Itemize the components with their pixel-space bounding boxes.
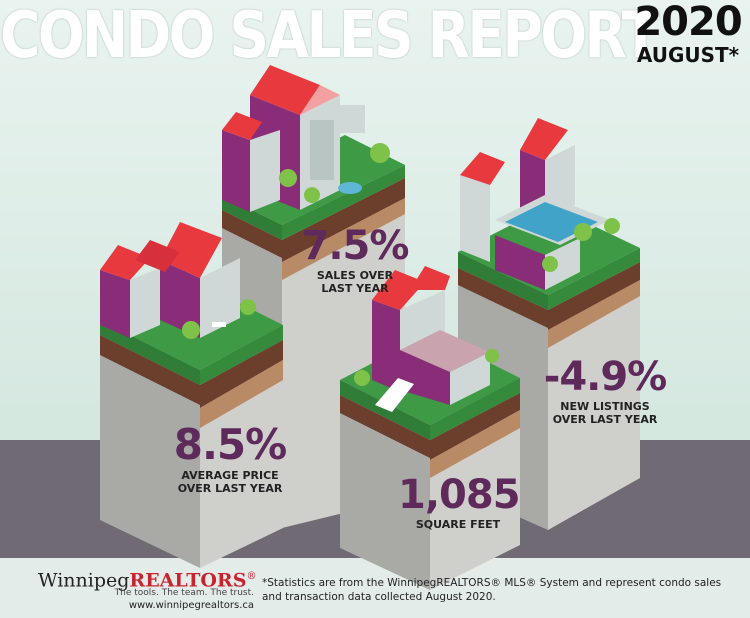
- stat-sqft: 1,085 SQUARE FEET: [398, 472, 521, 531]
- footnote: *Statistics are from the WinnipegREALTOR…: [262, 577, 722, 603]
- stat-listings-label-1: NEW LISTINGS: [560, 400, 650, 413]
- pillar-listings: [458, 118, 640, 530]
- stat-sales-label-2: LAST YEAR: [321, 282, 389, 295]
- report-year: 2020: [634, 0, 742, 45]
- stat-listings-label-2: OVER LAST YEAR: [552, 413, 658, 426]
- pillar-sqft: [340, 266, 520, 590]
- stat-sqft-value: 1,085: [398, 472, 521, 518]
- brand-logo[interactable]: WinnipegREALTORS®: [38, 566, 256, 592]
- stat-listings: -4.9% NEW LISTINGS OVER LAST YEAR: [540, 357, 670, 426]
- brand-tagline: The tools. The team. The trust.: [114, 588, 254, 598]
- stat-price-label-1: AVERAGE PRICE: [181, 469, 279, 482]
- stat-price: 8.5% AVERAGE PRICE OVER LAST YEAR: [160, 420, 300, 496]
- pillar-price: [100, 222, 283, 568]
- stat-listings-value: -4.9%: [543, 354, 668, 400]
- brand-registered: ®: [246, 571, 257, 582]
- report-month: AUGUST*: [636, 43, 740, 67]
- brand-name-part-2: REALTORS: [129, 569, 247, 592]
- stat-price-label-2: OVER LAST YEAR: [177, 482, 283, 495]
- website-link[interactable]: www.winnipegrealtors.ca: [128, 600, 254, 611]
- stat-sales-label-1: SALES OVER: [316, 269, 394, 282]
- footer-band: [0, 558, 750, 618]
- brand-name-part-1: Winnipeg: [38, 569, 130, 592]
- stat-price-value: 8.5%: [173, 420, 287, 469]
- report-title: CONDO SALES REPORT: [0, 0, 659, 73]
- stat-sales-value: 7.5%: [301, 223, 410, 269]
- stat-sqft-label-1: SQUARE FEET: [415, 518, 501, 531]
- stat-sales: 7.5% SALES OVER LAST YEAR: [300, 226, 410, 295]
